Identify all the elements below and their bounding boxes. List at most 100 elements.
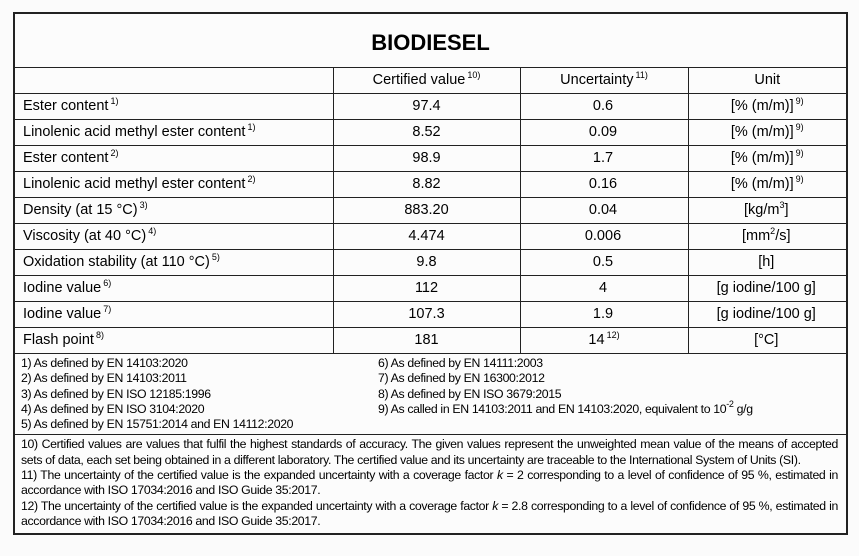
note-11-b: = 2 corresponding to a level of confiden…: [21, 468, 839, 498]
note-10: 10) Certified values are values that ful…: [21, 437, 838, 467]
footnote-ref: 5): [211, 252, 220, 262]
unit-cell: [% (m/m)] 9): [687, 119, 846, 146]
certified-value-cell: 98.9: [332, 145, 521, 172]
property-label: Viscosity (at 40 °C): [23, 228, 147, 244]
certified-value-cell: 883.20: [332, 197, 521, 224]
certified-value-cell: 8.82: [332, 171, 521, 198]
unit-text: [°C]: [754, 332, 779, 348]
property-cell: Viscosity (at 40 °C) 4): [15, 223, 334, 250]
property-cell: Linolenic acid methyl ester content 1): [15, 119, 334, 146]
table-row: Iodine value 6) 112 4 [g iodine/100 g]: [15, 275, 846, 302]
footnote-ref: 9): [795, 122, 804, 132]
unit-text: [g iodine/100 g]: [716, 280, 816, 296]
certified-value-cell: 112: [332, 275, 521, 302]
table-row: Ester content 1) 97.4 0.6 [% (m/m)] 9): [15, 93, 846, 120]
unit-exponent: 2: [770, 226, 776, 236]
property-cell: Ester content 2): [15, 145, 334, 172]
unit-text: [% (m/m)]: [730, 124, 794, 140]
unit-tail: ]: [784, 202, 789, 218]
unit-cell: [g iodine/100 g]: [687, 275, 846, 302]
uncertainty-value: 0.09: [588, 124, 618, 140]
property-cell: Iodine value 6): [15, 275, 334, 302]
table-row: Iodine value 7) 107.3 1.9 [g iodine/100 g]: [15, 301, 846, 328]
uncertainty-value: 0.6: [592, 98, 614, 114]
uncertainty-cell: 0.006: [519, 223, 689, 250]
unit-cell: [°C]: [687, 327, 846, 354]
footnote: 4) As defined by EN ISO 3104:2020: [21, 401, 205, 416]
footnote-ref: 11): [635, 70, 648, 80]
footnote-ref: 4): [148, 226, 157, 236]
unit-cell: [h]: [687, 249, 846, 276]
unit-cell: [% (m/m)] 9): [687, 171, 846, 198]
unit-cell: [mm2/s]: [687, 223, 846, 250]
footnote: 6) As defined by EN 14111:2003: [378, 356, 543, 370]
unit-text: [% (m/m)]: [730, 176, 794, 192]
unit-text: [% (m/m)]: [730, 98, 794, 114]
unit-text: [kg/m: [744, 202, 780, 218]
table-row: Density (at 15 °C) 3) 883.20 0.04 [kg/m3]: [15, 197, 846, 224]
note-11-a: 11) The uncertainty of the certified val…: [21, 468, 497, 483]
certified-value-cell: 4.474: [332, 223, 521, 250]
header-row: Certified value 10) Uncertainty 11) Unit: [15, 67, 846, 94]
note-11-k: k: [496, 468, 503, 483]
footnote: 8) As defined by EN ISO 3679:2015: [378, 386, 562, 401]
note-12-k: k: [492, 498, 499, 513]
footnotes-left: 1) As defined by EN 14103:2020 2) As defi…: [21, 356, 378, 432]
property-label: Ester content: [23, 150, 109, 166]
table-row: Ester content 2) 98.9 1.7 [% (m/m)] 9): [15, 145, 846, 172]
unit-cell: [kg/m3]: [687, 197, 846, 224]
footnote: 2) As defined by EN 14103:2011: [21, 371, 187, 386]
uncertainty-value: 4: [598, 280, 608, 296]
table-title: BIODIESEL: [15, 14, 846, 68]
certified-value-cell: 9.8: [332, 249, 521, 276]
uncertainty-cell: 1.7: [519, 145, 689, 172]
uncertainty-value: 1.9: [592, 306, 614, 322]
certified-value-cell: 107.3: [332, 301, 521, 328]
uncertainty-value: 14: [588, 332, 605, 348]
uncertainty-value: 1.7: [592, 150, 614, 166]
unit-cell: [% (m/m)] 9): [687, 145, 846, 172]
header-certified-value: Certified value 10): [332, 67, 521, 94]
property-label: Oxidation stability (at 110 °C): [23, 254, 210, 270]
unit-text: [mm: [741, 228, 771, 244]
footnote: 1) As defined by EN 14103:2020: [21, 356, 188, 370]
unit-text: [% (m/m)]: [730, 150, 794, 166]
unit-cell: [g iodine/100 g]: [687, 301, 846, 328]
footnote-ref: 3): [139, 200, 148, 210]
property-label: Iodine value: [23, 280, 102, 296]
property-label: Iodine value: [23, 306, 102, 322]
uncertainty-cell: 0.04: [519, 197, 689, 224]
footnote: 7) As defined by EN 16300:2012: [378, 371, 545, 386]
property-cell: Linolenic acid methyl ester content 2): [15, 171, 334, 198]
header-property: [15, 67, 334, 94]
footnote-9-text: 9) As called in EN 14103:2011 and EN 141…: [378, 401, 727, 416]
uncertainty-value: 0.006: [584, 228, 622, 244]
uncertainty-cell: 4: [519, 275, 689, 302]
uncertainty-cell: 0.6: [519, 93, 689, 120]
property-label: Linolenic acid methyl ester content: [23, 176, 246, 192]
footnote-ref: 1): [247, 122, 256, 132]
header-certified-label: Certified value: [372, 72, 466, 88]
uncertainty-value: 0.04: [588, 202, 618, 218]
unit-text: [g iodine/100 g]: [716, 306, 816, 322]
footnotes: 1) As defined by EN 14103:2020 2) As defi…: [15, 354, 846, 533]
uncertainty-value: 0.5: [592, 254, 614, 270]
note-12: 12) The uncertainty of the certified val…: [21, 499, 838, 530]
unit-tail: /s]: [775, 228, 791, 244]
footnote-ref: 10): [467, 70, 481, 80]
note-12-a: 12) The uncertainty of the certified val…: [21, 498, 493, 513]
unit-text: [h]: [758, 254, 775, 270]
footnote-ref: 1): [110, 96, 119, 106]
footnote-ref: 8): [95, 330, 104, 340]
footnote-9-tail: g/g: [733, 401, 753, 416]
header-uncertainty-label: Uncertainty: [560, 72, 634, 88]
uncertainty-cell: 0.16: [519, 171, 689, 198]
header-uncertainty: Uncertainty 11): [519, 67, 689, 94]
note-11: 11) The uncertainty of the certified val…: [21, 468, 838, 499]
property-label: Flash point: [23, 332, 94, 348]
footnote-9-exponent: -2: [726, 398, 734, 409]
uncertainty-value: 0.16: [588, 176, 618, 192]
table-row: Oxidation stability (at 110 °C) 5) 9.8 0.5 […: [15, 249, 846, 276]
table-row: Viscosity (at 40 °C) 4) 4.474 0.006 [mm2/s]: [15, 223, 846, 250]
certified-value-cell: 97.4: [332, 93, 521, 120]
